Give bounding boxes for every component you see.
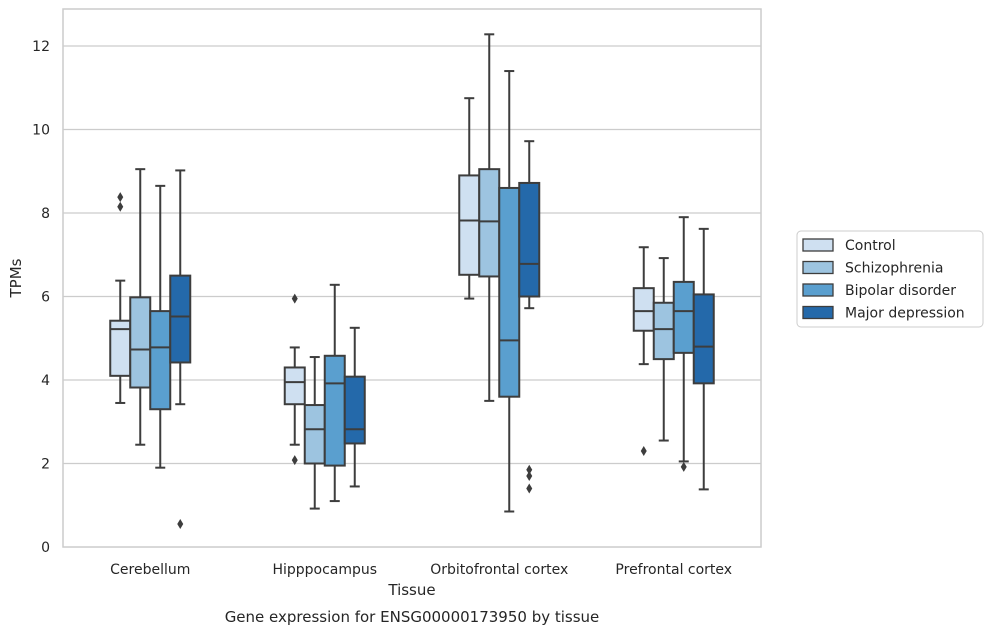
x-tick-label: Prefrontal cortex bbox=[615, 562, 732, 578]
box bbox=[652, 301, 675, 361]
outlier-point bbox=[640, 445, 647, 456]
chart-caption: Gene expression for ENSG00000173950 by t… bbox=[225, 608, 600, 626]
box-group bbox=[458, 97, 481, 300]
box bbox=[323, 354, 346, 467]
y-axis-ticks: 0 2 4 6 8 10 12 bbox=[32, 39, 50, 556]
legend-swatch bbox=[802, 238, 834, 252]
x-tick-label: Orbitofrontal cortex bbox=[430, 562, 568, 578]
y-tick-label: 6 bbox=[41, 290, 50, 306]
box bbox=[303, 404, 326, 465]
y-tick-label: 4 bbox=[41, 373, 50, 389]
box bbox=[283, 366, 306, 406]
box bbox=[149, 310, 172, 411]
outlier-point bbox=[117, 201, 124, 212]
box-group bbox=[343, 326, 366, 488]
outlier-point bbox=[291, 455, 298, 466]
legend-label: Bipolar disorder bbox=[845, 283, 956, 299]
outlier-point bbox=[526, 464, 533, 475]
box bbox=[169, 274, 192, 364]
x-axis-ticks: Cerebellum Hipppocampus Orbitofrontal cort… bbox=[110, 562, 732, 578]
box bbox=[498, 186, 521, 398]
box-group bbox=[518, 140, 541, 494]
box-group bbox=[169, 169, 192, 530]
x-tick-label: Cerebellum bbox=[110, 562, 190, 578]
y-tick-label: 8 bbox=[41, 206, 50, 222]
x-axis-label: Tissue bbox=[387, 581, 435, 599]
legend-label: Schizophrenia bbox=[845, 261, 943, 277]
y-tick-label: 0 bbox=[41, 540, 50, 556]
box-group bbox=[632, 246, 655, 456]
box bbox=[632, 287, 655, 332]
box-group bbox=[109, 192, 132, 404]
box bbox=[478, 168, 501, 278]
box bbox=[672, 280, 695, 354]
box-group bbox=[652, 257, 675, 442]
box bbox=[518, 181, 541, 298]
box-group bbox=[478, 33, 501, 402]
box bbox=[458, 174, 481, 276]
legend-label: Control bbox=[845, 238, 896, 254]
y-tick-label: 2 bbox=[41, 457, 50, 473]
box-group bbox=[283, 293, 306, 466]
box bbox=[129, 296, 152, 389]
legend-label: Major depression bbox=[845, 306, 965, 322]
outlier-point bbox=[177, 519, 184, 530]
legend-items: Control Schizophrenia Bipolar disorder Majo… bbox=[802, 238, 965, 322]
legend-swatch bbox=[802, 283, 834, 297]
legend-swatch bbox=[802, 305, 834, 320]
x-tick-label: Hipppocampus bbox=[272, 562, 377, 578]
box bbox=[692, 293, 715, 385]
box-group bbox=[498, 70, 521, 513]
boxes bbox=[109, 33, 715, 530]
legend-frame bbox=[796, 230, 984, 328]
box-group bbox=[692, 227, 715, 491]
plot-area-frame bbox=[62, 8, 762, 548]
box bbox=[343, 375, 366, 445]
box-group bbox=[129, 168, 152, 446]
box-group bbox=[672, 216, 695, 472]
outlier-point bbox=[526, 483, 533, 494]
box-group bbox=[323, 283, 346, 503]
outlier-point bbox=[117, 192, 124, 203]
outlier-point bbox=[291, 293, 298, 304]
legend-swatch bbox=[802, 260, 834, 275]
y-axis-label: TPMs bbox=[7, 258, 25, 298]
box-group bbox=[149, 184, 172, 469]
y-tick-label: 12 bbox=[32, 39, 50, 55]
box-group bbox=[303, 356, 326, 510]
outlier-point bbox=[526, 471, 533, 482]
y-tick-label: 10 bbox=[32, 123, 50, 139]
legend: Control Schizophrenia Bipolar disorder Majo… bbox=[796, 230, 984, 328]
outlier-point bbox=[680, 461, 687, 472]
